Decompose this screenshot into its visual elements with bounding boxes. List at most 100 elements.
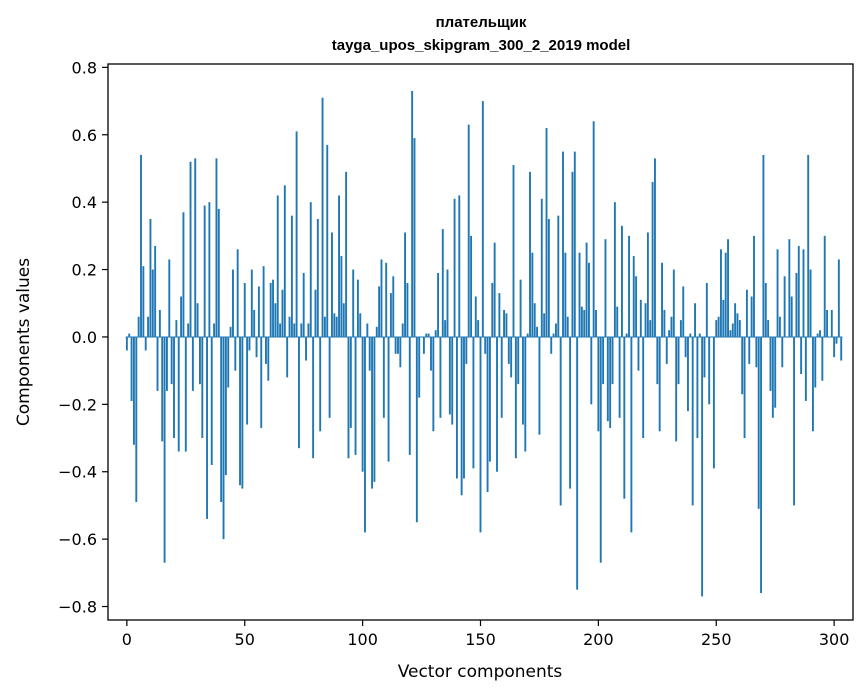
bar-component-188 [569, 336, 572, 489]
bar-component-10 [149, 219, 152, 337]
bar-component-142 [460, 336, 463, 496]
bar-component-68 [286, 336, 289, 378]
bar-component-181 [552, 333, 555, 337]
bar-component-42 [224, 336, 227, 476]
bar-component-98 [356, 279, 359, 337]
bar-component-38 [215, 158, 218, 337]
bar-component-23 [180, 296, 183, 337]
x-tick-label: 0 [122, 630, 132, 649]
bar-component-7 [142, 266, 145, 337]
bar-component-179 [547, 219, 550, 337]
bar-component-172 [531, 252, 534, 337]
bar-component-238 [687, 336, 689, 412]
bar-component-226 [658, 336, 661, 432]
bar-component-256 [729, 330, 732, 337]
bar-component-56 [257, 286, 260, 337]
bar-component-72 [295, 131, 298, 337]
bar-component-262 [743, 336, 746, 439]
bar-component-30 [196, 303, 199, 337]
bar-component-192 [578, 252, 581, 337]
bar-component-158 [498, 293, 501, 337]
bar-component-132 [437, 272, 440, 337]
bar-component-210 [621, 225, 623, 337]
bar-component-229 [665, 336, 668, 364]
bar-component-31 [199, 336, 201, 385]
bar-component-301 [835, 336, 838, 344]
bar-component-297 [826, 309, 829, 337]
bar-component-275 [774, 336, 777, 408]
bar-component-241 [694, 303, 696, 337]
bar-component-39 [217, 208, 220, 337]
bar-component-290 [809, 269, 812, 337]
bar-component-191 [576, 336, 579, 590]
bar-component-89 [335, 316, 338, 337]
bar-component-257 [731, 323, 734, 337]
bar-component-67 [283, 185, 286, 337]
bar-component-80 [314, 289, 317, 337]
bar-component-28 [191, 336, 194, 391]
bar-component-279 [783, 276, 786, 337]
bar-component-16 [163, 336, 166, 563]
bar-component-278 [781, 336, 784, 368]
bar-component-79 [312, 336, 315, 459]
y-tick-label: 0.6 [72, 126, 97, 145]
bar-component-252 [720, 249, 722, 337]
bar-component-224 [654, 158, 656, 337]
bar-component-20 [173, 336, 175, 439]
bar-component-27 [189, 161, 192, 337]
bar-component-112 [389, 293, 392, 337]
bar-component-239 [689, 333, 692, 337]
bar-component-19 [170, 336, 173, 385]
bar-component-218 [639, 299, 642, 337]
bar-component-11 [151, 269, 154, 337]
bar-component-62 [272, 279, 274, 337]
bar-component-167 [519, 279, 522, 337]
bar-component-141 [458, 195, 461, 337]
bar-component-150 [479, 336, 482, 533]
bar-component-126 [422, 336, 425, 354]
bar-component-228 [663, 309, 666, 337]
bar-component-184 [559, 336, 562, 506]
bar-component-217 [637, 336, 640, 371]
bar-component-249 [712, 336, 715, 469]
bar-component-41 [222, 336, 225, 540]
bar-component-237 [684, 336, 687, 358]
bar-component-12 [154, 245, 157, 337]
bar-component-261 [741, 336, 744, 395]
bar-component-113 [392, 276, 395, 337]
bar-component-73 [298, 336, 300, 449]
bar-component-103 [368, 336, 371, 371]
bar-component-245 [703, 336, 706, 378]
chart-title: плательщик [436, 14, 527, 31]
bar-component-166 [517, 336, 520, 385]
bar-component-225 [656, 336, 659, 385]
x-axis: 0 50 100 150 200 250 300 [122, 620, 850, 649]
x-tick-label: 200 [583, 630, 614, 649]
bar-component-69 [288, 316, 291, 337]
bar-component-303 [840, 336, 843, 361]
bar-component-2 [130, 336, 133, 401]
bar-component-219 [642, 336, 645, 439]
bar-component-209 [618, 336, 621, 418]
bar-component-105 [373, 336, 376, 482]
bar-component-208 [616, 306, 619, 337]
x-tick-label: 300 [819, 630, 850, 649]
bar-component-187 [566, 316, 569, 337]
bar-component-120 [408, 336, 411, 455]
bar-component-272 [767, 320, 770, 337]
bar-component-203 [604, 239, 607, 337]
bar-component-13 [156, 336, 159, 391]
bar-component-259 [736, 313, 739, 337]
bar-component-149 [477, 320, 480, 337]
bar-component-108 [380, 259, 383, 337]
bar-component-255 [727, 239, 729, 337]
bar-component-94 [347, 336, 350, 459]
bar-component-189 [571, 171, 574, 337]
bar-component-295 [821, 336, 824, 381]
bar-component-291 [811, 336, 814, 432]
bar-component-50 [243, 283, 246, 337]
bar-component-124 [418, 336, 421, 398]
y-tick-label: −0.8 [58, 598, 97, 617]
bar-component-46 [234, 336, 237, 371]
bar-component-213 [628, 235, 630, 337]
